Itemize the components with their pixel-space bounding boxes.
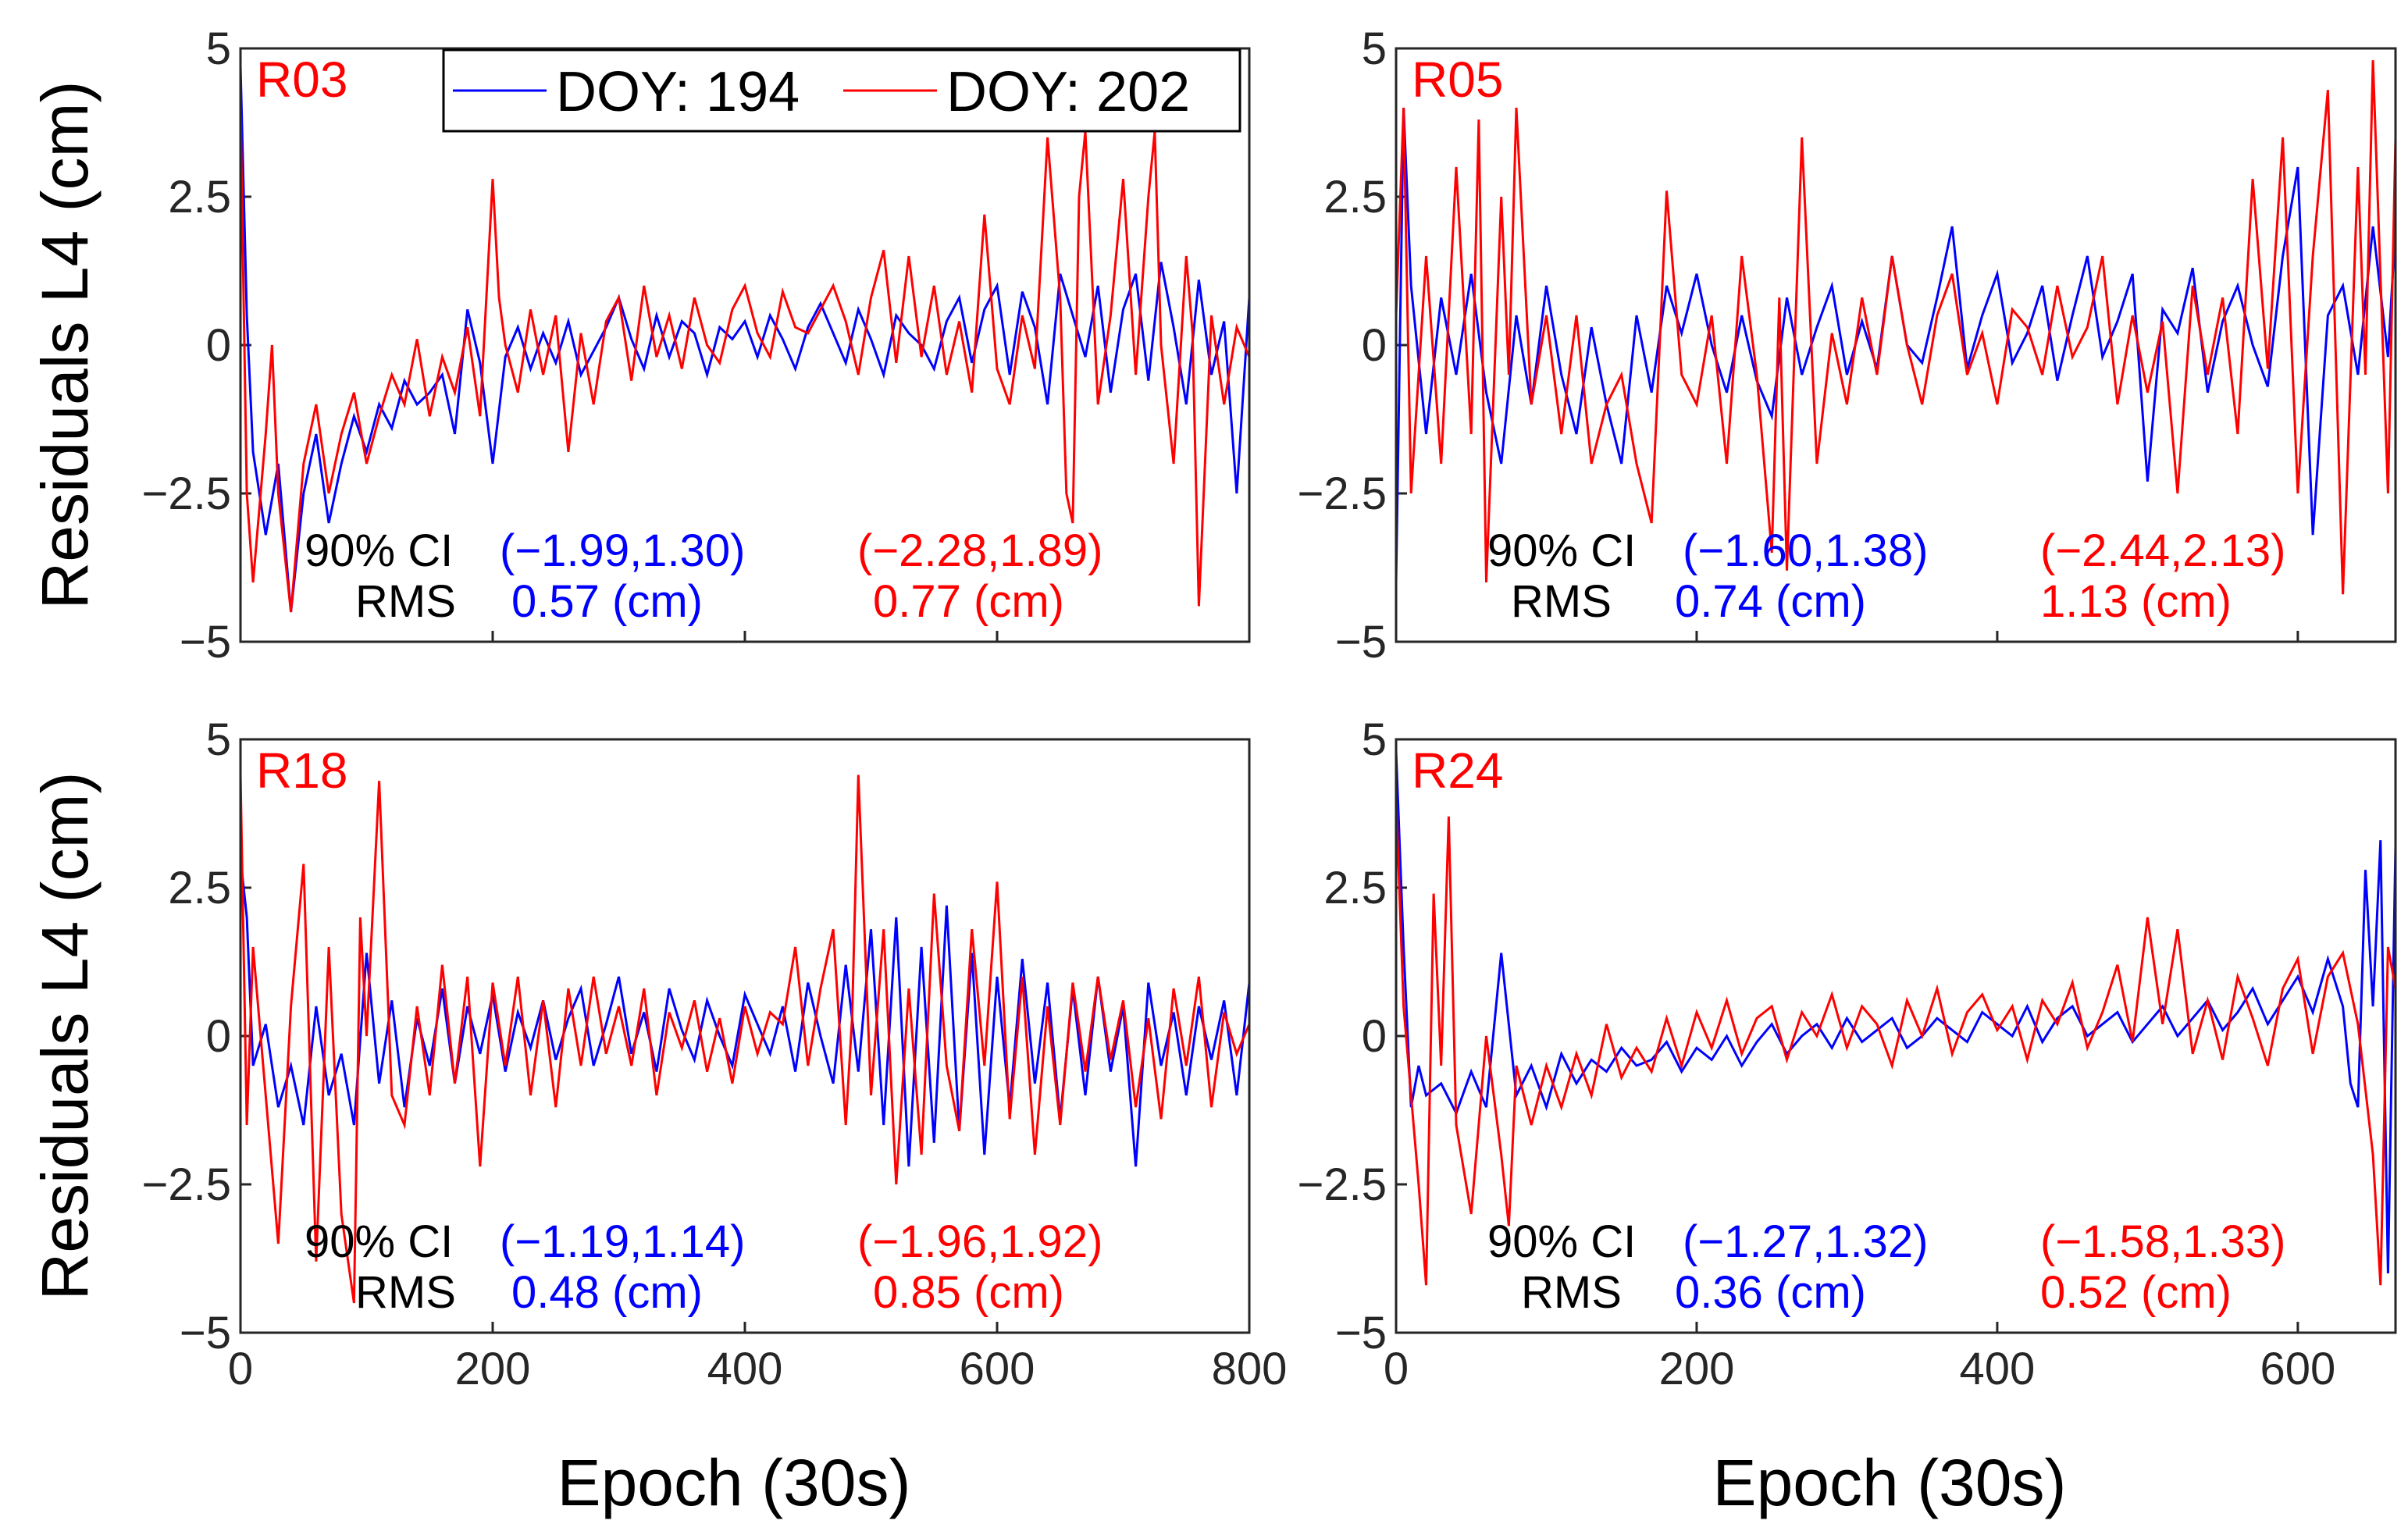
y-tick-label: −2.5	[1298, 1159, 1387, 1210]
y-axis-label-top: Residuals L4 (cm)	[28, 81, 102, 610]
legend: DOY: 194 DOY: 202	[442, 48, 1241, 133]
y-tick-label: 0	[1362, 320, 1387, 371]
legend-box	[442, 48, 1241, 133]
r03-rms-label: RMS	[355, 576, 456, 627]
x-tick-label: 200	[455, 1344, 531, 1394]
panel-r05-ticks: 5 2.5 0 −2.5 −5	[1298, 23, 2299, 668]
r05-rms-label: RMS	[1511, 576, 1612, 627]
r18-rms-label: RMS	[355, 1267, 456, 1318]
panel-r24: 52.50−2.5−50 200 400 600 R24 90% CI (−1.27,…	[1298, 714, 2397, 1394]
x-axis-label-right: Epoch (30s)	[1713, 1446, 2067, 1519]
legend-label-doy194: DOY: 194	[556, 61, 800, 123]
panel-r03-frame	[239, 47, 1251, 643]
r03-rms-doy202: 0.77 (cm)	[873, 576, 1064, 627]
panel-r18-label: R18	[256, 742, 347, 799]
y-tick-label: −2.5	[142, 468, 232, 519]
y-tick-label: 2.5	[168, 863, 231, 913]
x-tick-label: 400	[707, 1344, 783, 1394]
panel-r03: 5 2.5 0 −2.5 −5 R03 90% CI (−1.99,1.30) (−2.…	[142, 23, 1251, 668]
panel-r24-label: R24	[1412, 742, 1503, 799]
r24-rms-label: RMS	[1521, 1267, 1622, 1318]
y-tick-label: 0	[1362, 1011, 1387, 1062]
r05-series-doy194-line	[1396, 107, 2396, 583]
r18-series-doy194-line	[240, 857, 1249, 1167]
x-tick-label: 400	[1960, 1344, 2036, 1394]
panel-r05-label: R05	[1412, 52, 1503, 108]
y-tick-label: −2.5	[1298, 468, 1387, 519]
r18-rms-doy194: 0.48 (cm)	[511, 1267, 703, 1318]
panel-r18-ticks: 52.50−2.5−50 200 400 600 800	[142, 714, 1288, 1394]
y-tick-label: −5	[180, 617, 231, 668]
r18-ci-doy202: (−1.96,1.92)	[857, 1216, 1102, 1267]
r03-series-doy194-line	[240, 66, 1249, 613]
r24-series-doy194-line	[1396, 751, 2396, 1274]
r05-ci-doy202: (−2.44,2.13)	[2040, 525, 2285, 576]
panel-r18: 52.50−2.5−50 200 400 600 800 R18 90% CI (−1.…	[142, 714, 1288, 1394]
y-tick-label: 5	[206, 714, 231, 765]
panel-r03-label: R03	[256, 52, 347, 108]
r24-rms-doy202: 0.52 (cm)	[2040, 1267, 2232, 1318]
r24-ci-doy202: (−1.58,1.33)	[2040, 1216, 2285, 1267]
y-tick-label: 0	[206, 1011, 231, 1062]
r18-ci-doy194: (−1.19,1.14)	[500, 1216, 745, 1267]
r24-rms-doy194: 0.36 (cm)	[1675, 1267, 1866, 1318]
x-tick-label: 800	[1212, 1344, 1288, 1394]
panel-r05-frame	[1395, 47, 2397, 643]
x-tick-label: 0	[228, 1344, 253, 1394]
panel-r05: 5 2.5 0 −2.5 −5 R05 90% CI (−1.60,1.38) (−2.…	[1298, 23, 2397, 668]
r18-rms-doy202: 0.85 (cm)	[873, 1267, 1064, 1318]
y-tick-label: −5	[180, 1308, 231, 1358]
panel-r24-ticks: 52.50−2.5−50 200 400 600	[1298, 714, 2336, 1394]
r24-series-doy202-line	[1396, 798, 2396, 1286]
r24-ci-doy194: (−1.27,1.32)	[1683, 1216, 1928, 1267]
y-tick-label: 2.5	[1323, 863, 1387, 913]
r03-ci-doy194: (−1.99,1.30)	[500, 525, 745, 576]
y-tick-label: −2.5	[142, 1159, 232, 1210]
panel-r24-frame	[1395, 738, 2397, 1334]
y-tick-label: 0	[206, 320, 231, 371]
y-tick-label: 2.5	[168, 172, 231, 223]
r05-rms-doy194: 0.74 (cm)	[1675, 576, 1866, 627]
r03-rms-doy194: 0.57 (cm)	[511, 576, 703, 627]
x-tick-label: 600	[2260, 1344, 2335, 1394]
y-tick-label: 5	[1362, 714, 1387, 765]
r05-ci-doy194: (−1.60,1.38)	[1683, 525, 1928, 576]
x-axis-label-left: Epoch (30s)	[557, 1446, 911, 1519]
x-tick-label: 600	[960, 1344, 1035, 1394]
r05-series-doy202-line	[1396, 60, 2396, 595]
r05-rms-doy202: 1.13 (cm)	[2040, 576, 2232, 627]
y-tick-label: −5	[1335, 1308, 1387, 1358]
r05-ci-label: 90% CI	[1487, 525, 1636, 576]
r03-ci-doy202: (−2.28,1.89)	[857, 525, 1102, 576]
y-axis-label-bottom: Residuals L4 (cm)	[28, 772, 102, 1301]
r18-ci-label: 90% CI	[305, 1216, 453, 1267]
panel-r18-frame	[239, 738, 1251, 1334]
y-tick-label: 5	[206, 23, 231, 74]
r18-series-doy202-line	[240, 774, 1249, 1304]
r03-series-doy202-line	[240, 107, 1249, 613]
x-tick-label: 200	[1659, 1344, 1735, 1394]
x-tick-label: 0	[1384, 1344, 1409, 1394]
y-tick-label: −5	[1335, 617, 1387, 668]
r24-ci-label: 90% CI	[1487, 1216, 1636, 1267]
y-tick-label: 5	[1362, 23, 1387, 74]
y-tick-label: 2.5	[1323, 172, 1387, 223]
legend-label-doy202: DOY: 202	[946, 61, 1190, 123]
r03-ci-label: 90% CI	[305, 525, 453, 576]
